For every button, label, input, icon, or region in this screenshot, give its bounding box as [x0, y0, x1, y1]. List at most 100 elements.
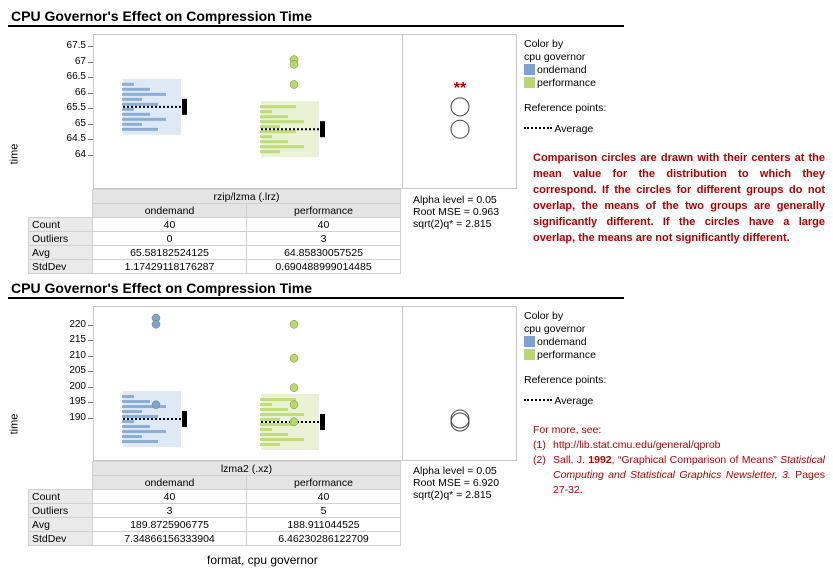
y-tick-label: 190 — [69, 411, 86, 423]
y-tick-label: 215 — [69, 334, 86, 346]
legend-item-performance: performance — [524, 349, 606, 362]
comparison-note: Comparison circles are drawn with their … — [533, 152, 825, 244]
group-header-performance-1: performance — [246, 203, 401, 218]
performance-histogram-bar — [260, 432, 288, 436]
sqrt-q-1: sqrt(2)q* = 2.815 — [413, 218, 492, 230]
refs-heading: For more, see: — [533, 424, 602, 436]
comparison-circles-frame-1: ** — [402, 34, 517, 189]
performance-comparison-circle — [450, 412, 470, 432]
reference-title-1: Reference points: — [524, 102, 607, 114]
average-legend-1: Average — [524, 123, 606, 136]
table-row: Outliers 3 5 — [28, 503, 401, 518]
ondemand-histogram-bar — [122, 117, 166, 121]
stats-table-2: lzma2 (.xz) ondemand performance Count 40 4… — [28, 461, 401, 546]
y-tick-label: 205 — [69, 365, 86, 377]
ondemand-histogram-bar — [122, 395, 134, 399]
legend-1: Color by cpu governor ondemand performan… — [524, 38, 606, 136]
y-tick-mark — [88, 386, 93, 388]
performance-histogram-bar — [260, 442, 280, 446]
performance-swatch — [524, 349, 535, 360]
y-tick-label: 195 — [69, 396, 86, 408]
y-tick-label: 64.5 — [66, 133, 86, 145]
y-tick-mark — [88, 92, 93, 94]
ondemand-histogram-bar — [122, 112, 150, 116]
performance-histogram-bar — [260, 135, 272, 139]
reference-title-2: Reference points: — [524, 374, 607, 386]
y-tick-label: 67.5 — [66, 40, 86, 52]
alpha-level-1: Alpha level = 0.05 — [413, 194, 497, 206]
y-tick-mark — [88, 324, 93, 326]
ondemand-histogram-bar — [122, 97, 142, 101]
ondemand-outlier-point — [151, 320, 161, 329]
y-tick-label: 200 — [69, 380, 86, 392]
comparison-circles-2 — [450, 409, 470, 432]
performance-histogram-bar — [260, 120, 304, 124]
y-tick-label: 65.5 — [66, 102, 86, 114]
performance-histogram-bar — [260, 422, 296, 426]
ondemand-histogram-bar — [122, 425, 150, 429]
ondemand-histogram-bar — [122, 102, 158, 106]
performance-swatch — [524, 77, 535, 88]
reference-1-link[interactable]: http://lib.stat.cmu.edu/general/qprob — [553, 439, 721, 451]
table-row: Outliers 0 3 — [28, 231, 401, 246]
table-row: Count 40 40 — [28, 217, 401, 232]
y-tick-label: 67 — [74, 55, 86, 67]
y-tick-label: 64 — [74, 148, 86, 160]
performance-mean-marker — [320, 413, 325, 430]
root-mse-1: Root MSE = 0.963 — [413, 206, 500, 218]
ondemand-histogram-bar — [122, 87, 150, 91]
performance-outlier-point — [289, 80, 299, 89]
ondemand-mean-marker — [182, 98, 187, 115]
y-tick-mark — [88, 77, 93, 79]
performance-histogram-bar — [260, 140, 288, 144]
average-line-icon — [524, 399, 552, 401]
table-row: Count 40 40 — [28, 489, 401, 504]
ondemand-histogram-bar — [122, 420, 134, 424]
y-tick-label: 66 — [74, 86, 86, 98]
y-tick-mark — [88, 108, 93, 110]
group-header-ondemand-1: ondemand — [92, 203, 247, 218]
performance-outlier-point — [289, 320, 299, 329]
ondemand-histogram-bar — [122, 415, 158, 419]
ondemand-histogram-bar — [122, 435, 142, 439]
y-tick-mark — [88, 46, 93, 48]
sqrt-q-2: sqrt(2)q* = 2.815 — [413, 489, 492, 501]
performance-histogram-bar — [260, 417, 280, 421]
performance-histogram-bar — [260, 110, 272, 114]
legend-item-ondemand: ondemand — [524, 64, 606, 77]
performance-histogram-bar — [260, 407, 288, 411]
ondemand-mean-marker — [182, 411, 187, 428]
comparison-circles-frame-2 — [402, 306, 517, 461]
y-tick-mark — [88, 355, 93, 357]
group-header-ondemand-2: ondemand — [92, 475, 247, 490]
performance-outlier-point — [289, 383, 299, 392]
reference-2: (2) Sall, J. 1992, “Graphical Comparison… — [533, 454, 825, 496]
y-tick-mark — [88, 402, 93, 404]
performance-histogram-bar — [260, 145, 304, 149]
x-axis-label: format, cpu governor — [207, 553, 318, 567]
y-tick-mark — [88, 417, 93, 419]
table-row: StdDev 7.34866156333904 6.46230286122709 — [28, 531, 401, 546]
comparison-circles-1: ** — [450, 80, 470, 139]
reference-1: (1) http://lib.stat.cmu.edu/general/qpro… — [533, 439, 721, 451]
performance-histogram-bar — [260, 412, 304, 416]
chart-title-1: CPU Governor's Effect on Compression Tim… — [11, 8, 313, 24]
table-row: Avg 65.58182524125 64.85830057525 — [28, 245, 401, 260]
y-tick-label: 220 — [69, 318, 86, 330]
title-rule-1 — [8, 25, 624, 27]
references: For more, see: (1) http://lib.stat.cmu.e… — [533, 423, 825, 498]
group-header-performance-2: performance — [246, 475, 401, 490]
ondemand-histogram-bar — [122, 107, 134, 111]
performance-histogram-bar — [260, 105, 296, 109]
y-tick-mark — [88, 61, 93, 63]
performance-histogram-bar — [260, 130, 296, 134]
ondemand-swatch — [524, 336, 535, 347]
plot-frame-2 — [93, 306, 403, 461]
y-tick-label: 66.5 — [66, 71, 86, 83]
legend-subtitle-2: cpu governor — [524, 323, 586, 335]
y-tick-label: 210 — [69, 349, 86, 361]
table-row: Avg 189.8725906775 188.911044525 — [28, 517, 401, 532]
ondemand-histogram-bar — [122, 440, 158, 444]
stats-table-1: rzip/lzma (.lrz) ondemand performance Cou… — [28, 189, 401, 274]
y-tick-mark — [88, 340, 93, 342]
